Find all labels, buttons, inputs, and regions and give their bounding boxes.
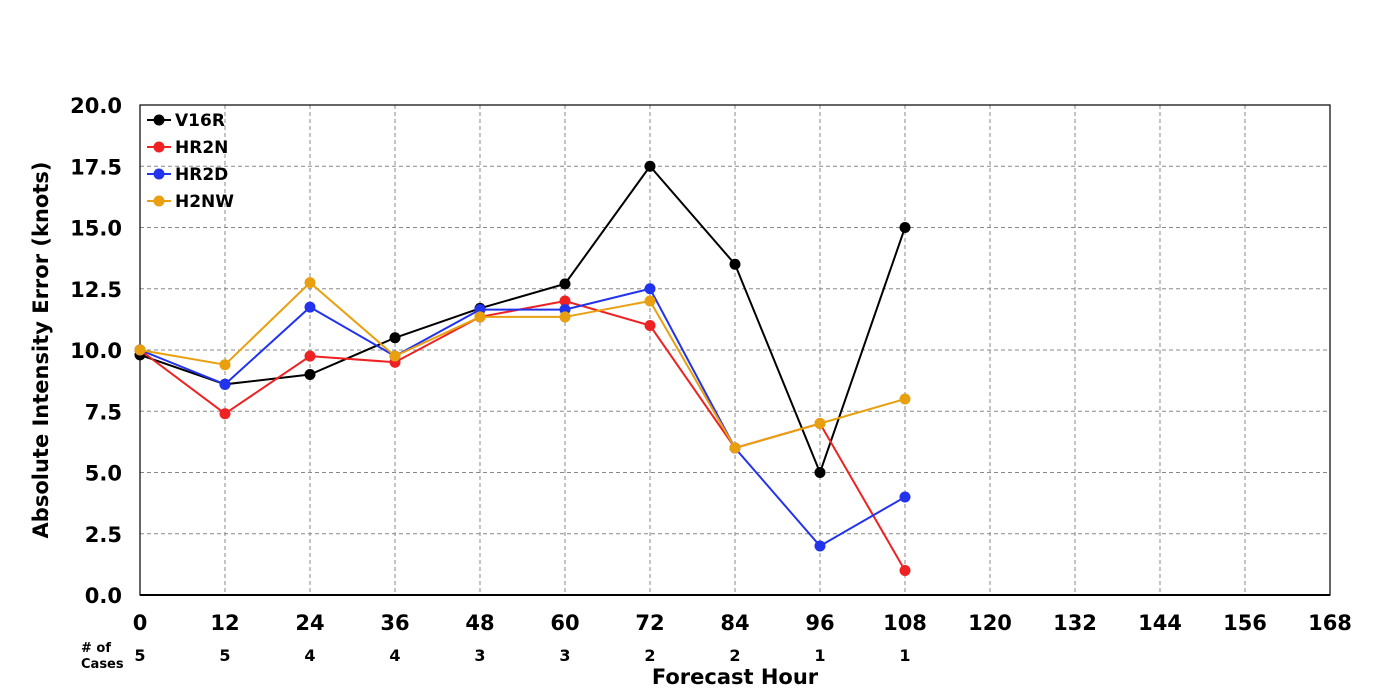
x-tick-label: 156: [1223, 611, 1267, 635]
case-count: 2: [644, 646, 655, 665]
x-axis-label: Forecast Hour: [652, 665, 819, 689]
data-point: [814, 418, 826, 429]
data-point: [814, 467, 826, 478]
case-count: 3: [559, 646, 570, 665]
legend-item-hr2n: HR2N: [147, 138, 228, 158]
case-count: 5: [134, 646, 145, 665]
data-point: [304, 369, 316, 380]
x-tick-label: 120: [968, 611, 1012, 635]
data-point: [899, 565, 911, 576]
data-point: [729, 442, 741, 454]
cases-row: 5 5 4 4 3 3 2 2 1 1: [134, 646, 910, 665]
data-point: [304, 277, 316, 289]
data-point: [644, 283, 656, 295]
series-line: [139, 287, 906, 548]
legend-swatch-marker: [153, 195, 165, 207]
legend-item-h2nw: H2NW: [147, 192, 234, 212]
data-point: [134, 344, 146, 356]
data-point: [644, 160, 656, 172]
data-point: [899, 393, 911, 405]
legend: V16R HR2N HR2D H2NW: [147, 111, 234, 212]
cases-label-line2: Cases: [81, 657, 124, 672]
data-point: [304, 301, 316, 313]
legend-swatch-marker: [153, 141, 165, 153]
y-tick-label: 15.0: [70, 217, 122, 241]
x-tick-label: 48: [465, 611, 494, 635]
case-count: 1: [899, 646, 910, 665]
case-count: 4: [389, 646, 400, 665]
legend-label: H2NW: [175, 192, 234, 212]
data-point: [219, 408, 231, 420]
data-point: [219, 359, 231, 371]
x-tick-label: 132: [1053, 611, 1097, 635]
legend-label: V16R: [175, 111, 225, 131]
series-line: [139, 299, 906, 572]
data-point: [389, 350, 401, 362]
y-tick-label: 2.5: [85, 523, 122, 547]
legend-swatch-marker: [153, 168, 165, 180]
data-point: [304, 350, 316, 362]
case-count: 1: [814, 646, 825, 665]
x-tick-label: 12: [210, 611, 239, 635]
x-tick-label: 96: [805, 611, 834, 635]
y-tick-label: 7.5: [85, 400, 122, 424]
data-point: [389, 332, 401, 344]
x-tick-labels: 0 12 24 36 48 60 72 84 96 108 120 132 144 156 168: [133, 611, 1352, 635]
x-tick-label: 108: [883, 611, 927, 635]
x-tick-label: 0: [133, 611, 148, 635]
y-tick-labels: 0.0 2.5 5.0 7.5 10.0 12.5 15.0 17.5 20.0: [70, 94, 122, 608]
y-tick-label: 17.5: [70, 155, 122, 179]
case-count: 2: [729, 646, 740, 665]
x-tick-label: 72: [635, 611, 664, 635]
legend-item-hr2d: HR2D: [147, 165, 228, 185]
legend-swatch-marker: [153, 114, 165, 126]
data-point: [219, 378, 231, 390]
data-point: [899, 491, 911, 503]
y-axis-label: Absolute Intensity Error (knots): [29, 162, 53, 539]
legend-item-v16r: V16R: [147, 111, 225, 131]
case-count: 4: [304, 646, 315, 665]
series-h2nw: [134, 277, 911, 454]
y-tick-label: 12.5: [70, 278, 122, 302]
series-hr2d: [134, 283, 911, 552]
legend-label: HR2N: [175, 138, 228, 158]
data-point: [644, 320, 656, 331]
series-line: [139, 164, 906, 476]
x-tick-label: 84: [720, 611, 749, 635]
cases-label-line1: # of: [81, 641, 111, 656]
x-tick-label: 24: [295, 611, 324, 635]
y-tick-label: 10.0: [70, 339, 122, 363]
data-point: [814, 540, 826, 552]
x-tick-label: 144: [1138, 611, 1182, 635]
data-point: [729, 258, 741, 270]
x-tick-label: 60: [550, 611, 579, 635]
legend-label: HR2D: [175, 165, 228, 185]
y-tick-label: 5.0: [85, 462, 122, 486]
y-tick-label: 0.0: [85, 584, 122, 608]
case-count: 3: [474, 646, 485, 665]
case-count: 5: [219, 646, 230, 665]
data-point: [644, 295, 656, 307]
data-point: [559, 311, 571, 323]
grid: [140, 105, 1330, 595]
y-tick-label: 20.0: [70, 94, 122, 118]
data-point: [474, 311, 486, 323]
x-tick-label: 168: [1308, 611, 1352, 635]
data-point: [899, 222, 911, 233]
data-point: [559, 295, 571, 307]
x-tick-label: 36: [380, 611, 409, 635]
data-point: [559, 278, 571, 290]
series-layer: [134, 160, 911, 576]
series-line: [139, 281, 906, 450]
